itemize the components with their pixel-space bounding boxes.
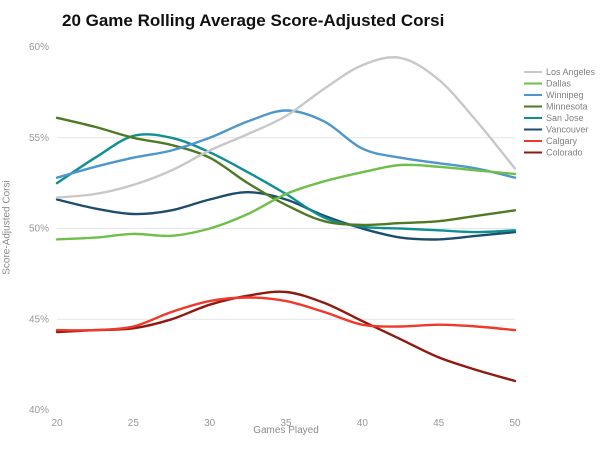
x-axis-label: Games Played [253,425,319,436]
y-tick-label-50: 50% [29,224,49,235]
legend-label-los-angeles: Los Angeles [546,67,596,77]
series-line-colorado [55,290,517,383]
series-line-vancouver [55,191,517,241]
x-tick-label-35: 35 [280,418,292,429]
legend-label-dallas: Dallas [546,79,572,89]
series-line-minnesota [55,116,517,227]
legend-label-vancouver: Vancouver [546,125,588,135]
x-tick-label-40: 40 [357,418,369,429]
x-tick-label-25: 25 [128,418,140,429]
series-line-winnipeg [55,109,517,179]
legend-label-san-jose: San Jose [546,113,584,123]
y-tick-label-45: 45% [29,314,49,325]
series-line-los-angeles [55,56,517,199]
legend-label-minnesota: Minnesota [546,102,588,112]
x-tick-label-20: 20 [51,418,63,429]
y-tick-label-40: 40% [29,405,49,416]
chart-title: 20 Game Rolling Average Score-Adjusted C… [62,11,445,30]
series-line-san-jose [55,133,517,234]
legend-label-colorado: Colorado [546,148,583,158]
x-tick-label-30: 30 [204,418,216,429]
series-line-calgary [55,296,517,332]
y-tick-label-55: 55% [29,133,49,144]
legend-label-calgary: Calgary [546,136,578,146]
series-line-dallas [55,163,517,241]
x-tick-label-50: 50 [509,418,521,429]
y-tick-label-60: 60% [29,42,49,53]
x-tick-label-45: 45 [433,418,445,429]
legend-label-winnipeg: Winnipeg [546,90,584,100]
y-axis-label: Score-Adjusted Corsi [1,180,13,275]
